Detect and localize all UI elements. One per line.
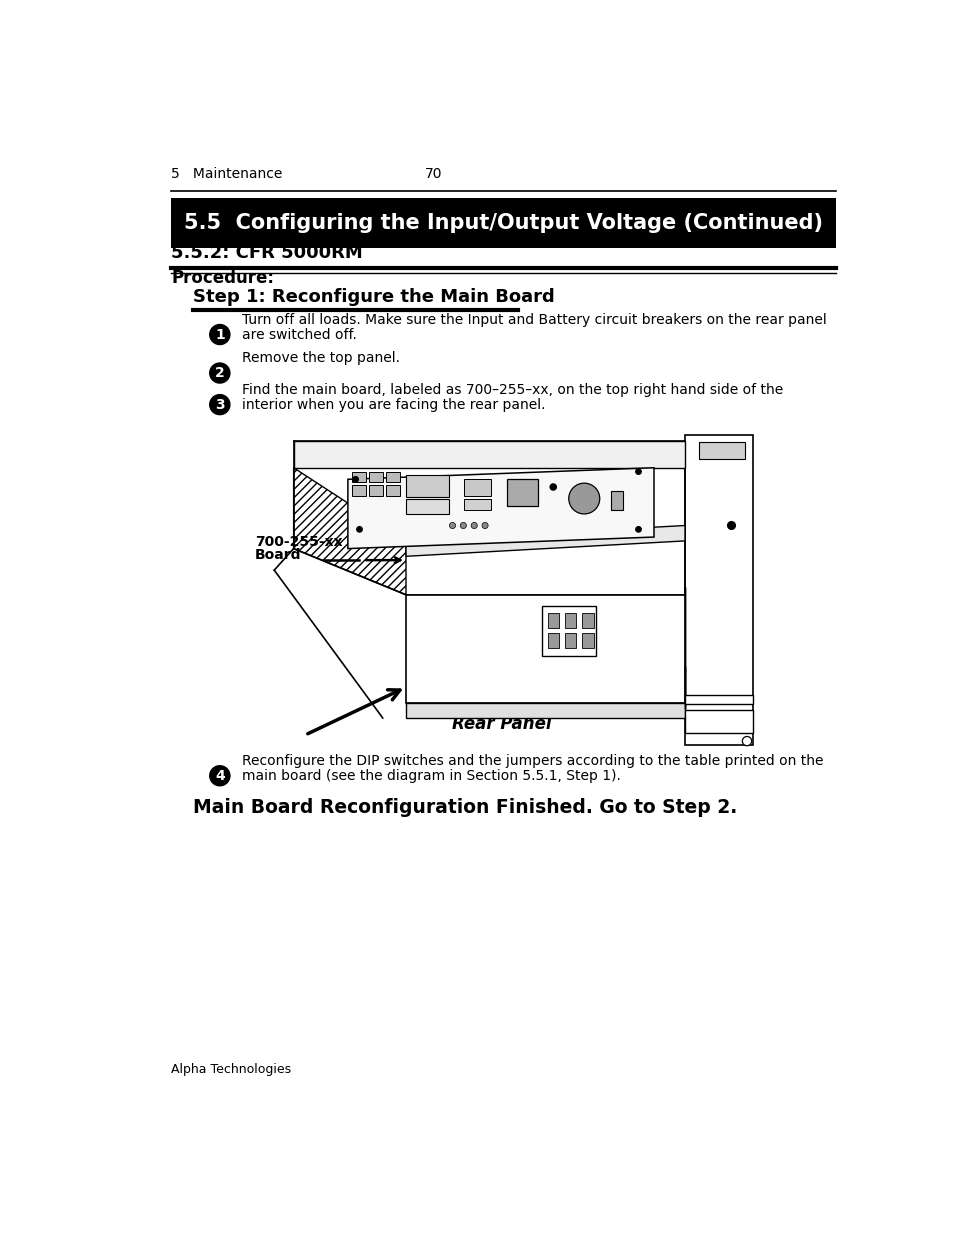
Circle shape bbox=[210, 325, 230, 345]
FancyBboxPatch shape bbox=[385, 485, 399, 496]
Circle shape bbox=[459, 522, 466, 529]
FancyBboxPatch shape bbox=[171, 199, 836, 248]
Text: interior when you are facing the rear panel.: interior when you are facing the rear pa… bbox=[241, 399, 544, 412]
Polygon shape bbox=[541, 606, 596, 656]
Circle shape bbox=[727, 521, 735, 530]
FancyBboxPatch shape bbox=[684, 695, 753, 704]
FancyBboxPatch shape bbox=[464, 499, 491, 510]
Text: 4: 4 bbox=[214, 768, 225, 783]
Text: main board (see the diagram in Section 5.5.1, Step 1).: main board (see the diagram in Section 5… bbox=[241, 769, 619, 783]
Text: Turn off all loads. Make sure the Input and Battery circuit breakers on the rear: Turn off all loads. Make sure the Input … bbox=[241, 312, 825, 327]
Circle shape bbox=[635, 526, 640, 532]
FancyBboxPatch shape bbox=[464, 479, 491, 496]
Polygon shape bbox=[348, 468, 654, 548]
Circle shape bbox=[356, 526, 362, 532]
Circle shape bbox=[635, 469, 640, 474]
Text: 5   Maintenance: 5 Maintenance bbox=[171, 167, 282, 180]
Text: 5.5  Configuring the Input/Output Voltage (Continued): 5.5 Configuring the Input/Output Voltage… bbox=[184, 214, 822, 233]
Text: 70: 70 bbox=[425, 167, 442, 180]
FancyBboxPatch shape bbox=[699, 442, 744, 459]
Circle shape bbox=[741, 736, 751, 746]
FancyBboxPatch shape bbox=[352, 472, 365, 483]
Polygon shape bbox=[294, 441, 684, 468]
Text: 700-255-xx: 700-255-xx bbox=[254, 535, 342, 548]
Text: Procedure:: Procedure: bbox=[171, 269, 274, 287]
FancyBboxPatch shape bbox=[352, 485, 365, 496]
Text: 3: 3 bbox=[214, 398, 224, 411]
Circle shape bbox=[210, 363, 230, 383]
Text: Reconfigure the DIP switches and the jumpers according to the table printed on t: Reconfigure the DIP switches and the jum… bbox=[241, 755, 822, 768]
Text: are switched off.: are switched off. bbox=[241, 329, 356, 342]
Text: Alpha Technologies: Alpha Technologies bbox=[171, 1063, 291, 1076]
FancyBboxPatch shape bbox=[547, 632, 558, 648]
FancyBboxPatch shape bbox=[406, 475, 448, 496]
Text: 1: 1 bbox=[214, 327, 225, 342]
Circle shape bbox=[210, 395, 230, 415]
FancyBboxPatch shape bbox=[385, 472, 399, 483]
Text: Remove the top panel.: Remove the top panel. bbox=[241, 351, 399, 366]
FancyBboxPatch shape bbox=[369, 485, 382, 496]
FancyBboxPatch shape bbox=[684, 710, 753, 734]
Circle shape bbox=[481, 522, 488, 529]
Polygon shape bbox=[406, 703, 684, 718]
Text: Find the main board, labeled as 700–255–xx, on the top right hand side of the: Find the main board, labeled as 700–255–… bbox=[241, 383, 782, 396]
Polygon shape bbox=[406, 526, 684, 556]
Text: 2: 2 bbox=[214, 366, 225, 380]
Text: Rear Panel: Rear Panel bbox=[452, 715, 552, 734]
Text: Main Board Reconfiguration Finished. Go to Step 2.: Main Board Reconfiguration Finished. Go … bbox=[193, 798, 736, 816]
Polygon shape bbox=[611, 490, 622, 510]
Text: 5.5.2: CFR 5000RM: 5.5.2: CFR 5000RM bbox=[171, 245, 362, 262]
FancyBboxPatch shape bbox=[406, 499, 448, 514]
FancyBboxPatch shape bbox=[581, 632, 593, 648]
Circle shape bbox=[449, 522, 456, 529]
Text: Board: Board bbox=[254, 548, 301, 562]
Text: Step 1: Reconfigure the Main Board: Step 1: Reconfigure the Main Board bbox=[193, 288, 554, 306]
FancyBboxPatch shape bbox=[564, 613, 576, 627]
Circle shape bbox=[210, 766, 230, 785]
Circle shape bbox=[353, 477, 358, 482]
Circle shape bbox=[471, 522, 476, 529]
FancyBboxPatch shape bbox=[547, 613, 558, 627]
Polygon shape bbox=[684, 435, 753, 745]
Circle shape bbox=[550, 484, 556, 490]
Circle shape bbox=[568, 483, 599, 514]
FancyBboxPatch shape bbox=[506, 479, 537, 506]
FancyBboxPatch shape bbox=[369, 472, 382, 483]
FancyBboxPatch shape bbox=[564, 632, 576, 648]
FancyBboxPatch shape bbox=[581, 613, 593, 627]
Polygon shape bbox=[406, 595, 684, 703]
